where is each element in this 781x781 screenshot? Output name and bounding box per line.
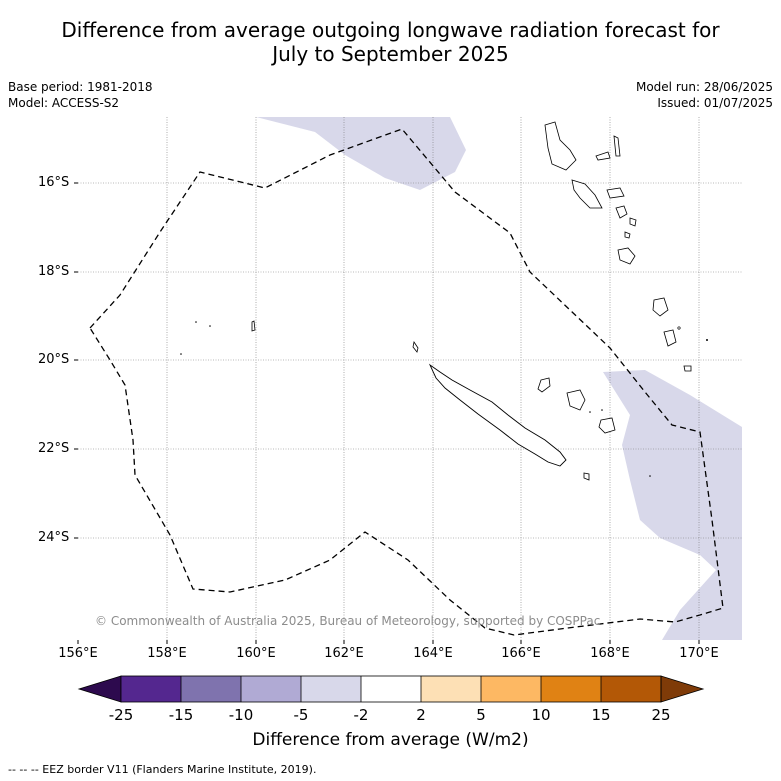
colorbar-segment-8 (541, 676, 601, 702)
colorbar-segment-9 (601, 676, 661, 702)
colorbar-tick: -2 (353, 706, 369, 724)
ouvea-island (537, 377, 551, 393)
map-title: Difference from average outgoing longwav… (0, 18, 781, 66)
meta-left: Base period: 1981-2018 Model: ACCESS-S2 (8, 79, 153, 111)
lat-label-22s: 22°S (38, 441, 70, 456)
eez-border (89, 128, 724, 636)
colorbar-dividers (180, 676, 602, 702)
copyright-notice: © Commonwealth of Australia 2025, Bureau… (95, 614, 601, 628)
aneityum-island (683, 365, 692, 372)
colorbar-tick: 2 (416, 706, 426, 724)
belep-islands (412, 340, 419, 353)
new-caledonia-island (428, 363, 567, 467)
lon-label-166e: 166°E (501, 646, 541, 661)
reef-dot-3 (180, 353, 182, 355)
lat-label-18s: 18°S (38, 264, 70, 279)
ambrym-island (606, 187, 625, 199)
lon-label-160e: 160°E (236, 646, 276, 661)
colorbar-segment-1 (121, 676, 181, 702)
colorbar-segment-4 (301, 676, 361, 702)
colorbar-segment-2 (181, 676, 241, 702)
maewo-island (613, 135, 621, 157)
espiritu-santo-island (544, 121, 577, 171)
colorbar-segment-7 (481, 676, 541, 702)
colorbar-tick: 5 (476, 706, 486, 724)
colorbar-segment-6 (421, 676, 481, 702)
colorbar-label: Difference from average (W/m2) (252, 730, 529, 750)
reef-dot-1 (195, 321, 197, 323)
colorbar-extend-low (77, 675, 122, 703)
lat-label-16s: 16°S (38, 175, 70, 190)
lat-label-24s: 24°S (38, 530, 70, 545)
lifou-island (566, 389, 586, 411)
isle-of-pines (583, 472, 590, 481)
model-run: Model run: 28/06/2025 (635, 80, 773, 94)
colorbar-outline (120, 675, 662, 703)
colorbar-tick: 25 (651, 706, 671, 724)
base-period: Base period: 1981-2018 (8, 80, 153, 94)
title-line-1: Difference from average outgoing longwav… (61, 18, 720, 42)
colorbar-tick: -15 (168, 706, 194, 724)
malo-island (595, 151, 611, 161)
colorbar-tick: -5 (293, 706, 309, 724)
colorbar-tick: 10 (531, 706, 551, 724)
lon-label-158e: 158°E (147, 646, 187, 661)
eez-legend-note: -- -- -- EEZ border V11 (Flanders Marine… (8, 763, 317, 776)
lat-label-20s: 20°S (38, 352, 70, 367)
colorbar-tick: -25 (108, 706, 134, 724)
colorbar-tick: -10 (228, 706, 254, 724)
colorbar-tick: 15 (591, 706, 611, 724)
lon-label-170e: 170°E (679, 646, 719, 661)
colorbar-extend-high (660, 675, 705, 703)
colorbar-segment-3 (241, 676, 301, 702)
efate-island (617, 247, 636, 265)
lon-label-156e: 156°E (58, 646, 98, 661)
axis-ticks (74, 182, 700, 644)
tanna-island (663, 329, 677, 347)
reef-dot-5 (601, 409, 603, 411)
small-islet-1 (629, 217, 637, 227)
lon-label-162e: 162°E (324, 646, 364, 661)
erromango-island (652, 297, 669, 317)
reef-islet-west (251, 320, 256, 332)
malekula-island (571, 179, 603, 209)
futuna-island (677, 326, 681, 330)
title-line-2: July to September 2025 (272, 42, 509, 66)
lon-label-168e: 168°E (590, 646, 630, 661)
epi-island (615, 205, 628, 219)
lon-label-164e: 164°E (413, 646, 453, 661)
reef-dot-2 (209, 325, 211, 327)
anomaly-region-north (256, 117, 466, 190)
reef-dot-4 (589, 411, 591, 413)
model-name: Model: ACCESS-S2 (8, 96, 120, 110)
aniwa-island (706, 339, 708, 341)
anomaly-region-east (603, 370, 742, 640)
meta-right: Model run: 28/06/2025 Issued: 01/07/2025 (636, 79, 773, 111)
grid-lines (78, 117, 742, 640)
mare-island (598, 417, 616, 434)
colorbar-segment-5 (361, 676, 421, 702)
walpole-island (649, 475, 651, 477)
small-islet-2 (624, 231, 631, 239)
issued-date: Issued: 01/07/2025 (657, 96, 773, 110)
